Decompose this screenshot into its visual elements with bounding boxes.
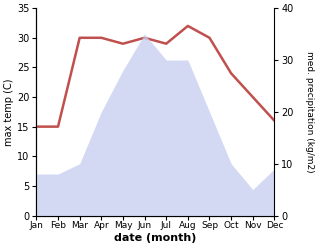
Y-axis label: max temp (C): max temp (C) [4, 78, 14, 145]
X-axis label: date (month): date (month) [114, 233, 197, 243]
Y-axis label: med. precipitation (kg/m2): med. precipitation (kg/m2) [305, 51, 314, 173]
